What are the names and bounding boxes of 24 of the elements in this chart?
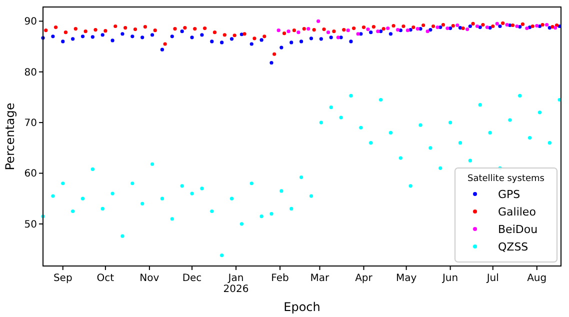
x-tick-label: Jul <box>486 273 499 284</box>
x-tick-label: Sep <box>53 273 72 284</box>
x-tick-label: Mar <box>310 273 330 284</box>
legend-label: QZSS <box>498 240 528 254</box>
legend-label: Galileo <box>498 206 536 218</box>
x-tick-label: Jan 2026 <box>223 273 249 295</box>
x-tick-label: Oct <box>96 273 114 284</box>
y-tick-label: 90 <box>24 16 37 28</box>
legend-title: Satellite systems <box>468 174 545 184</box>
x-tick-label: Jun <box>441 273 458 284</box>
y-tick-label: 70 <box>24 118 37 130</box>
legend-label: GPS <box>498 188 520 201</box>
x-axis-title: Epoch <box>284 300 320 314</box>
x-tick-label: Aug <box>527 273 547 284</box>
x-tick-label: May <box>396 273 417 284</box>
x-tick-label: Nov <box>140 273 160 284</box>
y-tick-label: 60 <box>24 168 37 180</box>
x-tick-label: Feb <box>271 273 289 284</box>
legend-label: BeiDou <box>498 223 538 236</box>
y-axis-title: Percentage <box>3 102 17 170</box>
y-tick-label: 50 <box>24 219 37 230</box>
y-tick-label: 80 <box>24 67 37 78</box>
x-tick-label: Dec <box>182 273 202 284</box>
x-tick-label: Apr <box>355 273 374 284</box>
